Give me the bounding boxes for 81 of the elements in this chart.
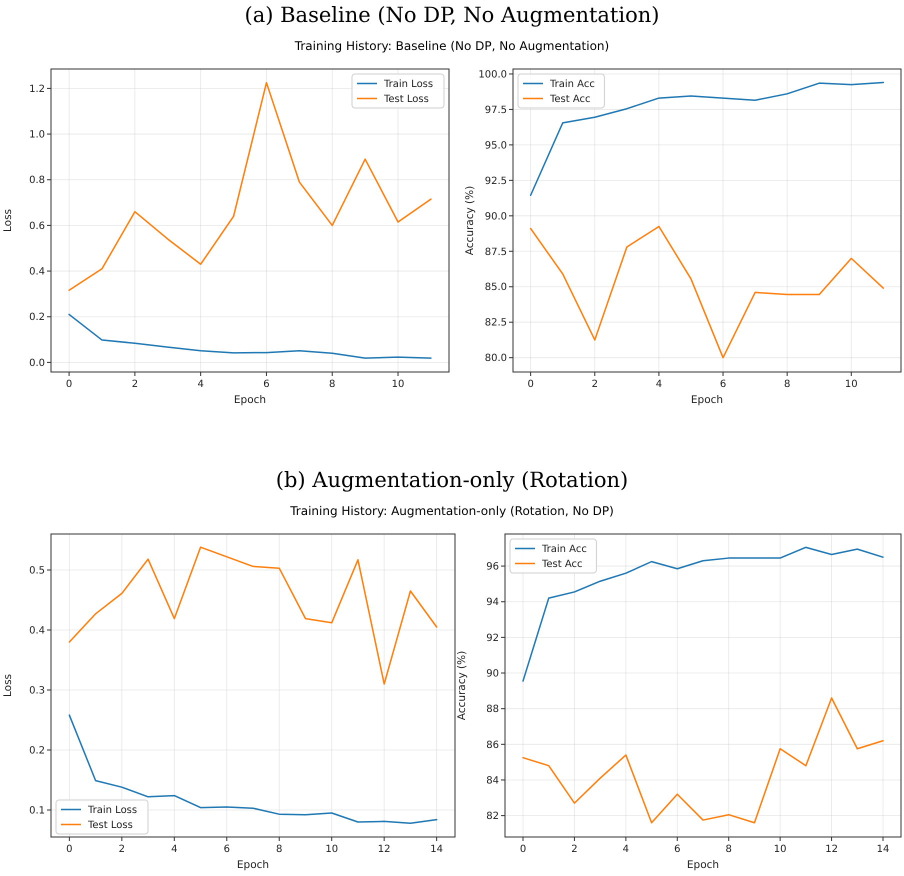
x-tick-label: 0 bbox=[520, 844, 526, 855]
y-axis-title: Loss bbox=[2, 674, 14, 698]
chart-title: (b) Augmentation-only (Rotation) bbox=[276, 468, 628, 492]
legend-label: Train Acc bbox=[541, 544, 587, 555]
y-tick-label: 1.0 bbox=[29, 130, 45, 141]
x-tick-label: 10 bbox=[844, 379, 858, 390]
y-tick-label: 0.1 bbox=[29, 806, 45, 816]
legend-label: Test Acc bbox=[549, 94, 591, 105]
x-tick-label: 10 bbox=[325, 844, 338, 855]
y-tick-label: 80.0 bbox=[484, 353, 507, 364]
legend-label: Test Acc bbox=[541, 559, 583, 570]
x-tick-label: 2 bbox=[118, 844, 126, 855]
line-series bbox=[68, 314, 432, 359]
y-tick-label: 0.3 bbox=[29, 686, 45, 696]
y-axis-title: Loss bbox=[2, 208, 14, 232]
x-tick-label: 6 bbox=[674, 844, 680, 855]
x-tick-label: 10 bbox=[774, 844, 787, 855]
x-tick-label: 14 bbox=[876, 844, 890, 855]
y-tick-label: 97.5 bbox=[484, 104, 507, 116]
y-tick-label: 0.4 bbox=[29, 626, 45, 636]
x-tick-label: 0 bbox=[66, 379, 72, 390]
y-tick-label: 0.6 bbox=[29, 220, 45, 232]
y-tick-label: 87.5 bbox=[484, 246, 507, 258]
y-tick-label: 90.0 bbox=[484, 211, 507, 222]
y-tick-label: 85.0 bbox=[484, 282, 507, 294]
legend-label: Train Acc bbox=[549, 79, 595, 90]
x-tick-label: 0 bbox=[527, 379, 534, 390]
x-tick-label: 4 bbox=[622, 844, 630, 855]
legend-label: Train Loss bbox=[383, 79, 434, 90]
legend-label: Test Loss bbox=[87, 820, 133, 831]
x-axis-title: Epoch bbox=[236, 859, 270, 871]
x-tick-label: 4 bbox=[171, 844, 178, 855]
chart-subtitle: Training History: Augmentation-only (Rotation, No DP) bbox=[289, 504, 614, 518]
y-axis-title: Accuracy (%) bbox=[456, 650, 468, 720]
x-tick-label: 8 bbox=[784, 379, 790, 390]
x-tick-label: 6 bbox=[224, 844, 230, 855]
x-tick-label: 12 bbox=[378, 844, 391, 855]
y-tick-label: 0.8 bbox=[29, 175, 45, 186]
y-tick-label: 82.5 bbox=[484, 318, 507, 329]
y-tick-label: 92.5 bbox=[484, 176, 507, 187]
y-tick-label: 95.0 bbox=[484, 140, 507, 152]
y-tick-label: 82 bbox=[486, 811, 499, 822]
y-tick-label: 94 bbox=[486, 597, 499, 608]
x-tick-label: 2 bbox=[592, 379, 598, 390]
y-tick-label: 1.2 bbox=[29, 84, 45, 95]
y-tick-label: 0.2 bbox=[29, 312, 45, 324]
x-tick-label: 12 bbox=[825, 844, 838, 855]
chart-subtitle: Training History: Baseline (No DP, No Augmentation) bbox=[294, 39, 610, 53]
x-tick-label: 10 bbox=[392, 379, 404, 390]
legend-label: Test Loss bbox=[383, 94, 429, 105]
chart-title: (a) Baseline (No DP, No Augmentation) bbox=[244, 3, 660, 27]
line-series bbox=[530, 226, 884, 358]
y-tick-label: 86 bbox=[486, 740, 499, 751]
y-tick-label: 100.0 bbox=[478, 69, 507, 80]
x-tick-label: 6 bbox=[263, 379, 270, 390]
y-tick-label: 92 bbox=[486, 632, 499, 644]
y-axis-title: Accuracy (%) bbox=[464, 186, 476, 256]
x-tick-label: 14 bbox=[430, 844, 444, 855]
x-tick-label: 4 bbox=[656, 379, 662, 390]
x-tick-label: 0 bbox=[66, 844, 73, 855]
y-tick-label: 88 bbox=[486, 704, 499, 716]
x-tick-label: 4 bbox=[197, 379, 204, 390]
y-tick-label: 96 bbox=[486, 562, 499, 573]
x-tick-label: 8 bbox=[726, 844, 732, 855]
y-tick-label: 0.5 bbox=[29, 566, 45, 576]
x-tick-label: 8 bbox=[276, 844, 282, 855]
y-tick-label: 0.4 bbox=[29, 266, 45, 278]
line-series bbox=[522, 697, 884, 824]
line-series bbox=[68, 546, 438, 685]
y-tick-label: 0.0 bbox=[29, 358, 45, 369]
x-tick-label: 2 bbox=[571, 844, 578, 855]
x-tick-label: 6 bbox=[720, 379, 726, 390]
x-tick-label: 2 bbox=[132, 379, 138, 390]
x-tick-label: 8 bbox=[329, 379, 336, 390]
y-tick-label: 0.2 bbox=[29, 746, 45, 756]
legend-label: Train Loss bbox=[87, 805, 138, 816]
x-axis-title: Epoch bbox=[234, 394, 266, 406]
y-tick-label: 84 bbox=[486, 775, 499, 786]
x-axis-title: Epoch bbox=[686, 859, 720, 871]
x-axis-title: Epoch bbox=[690, 394, 724, 406]
y-tick-label: 90 bbox=[486, 668, 499, 680]
